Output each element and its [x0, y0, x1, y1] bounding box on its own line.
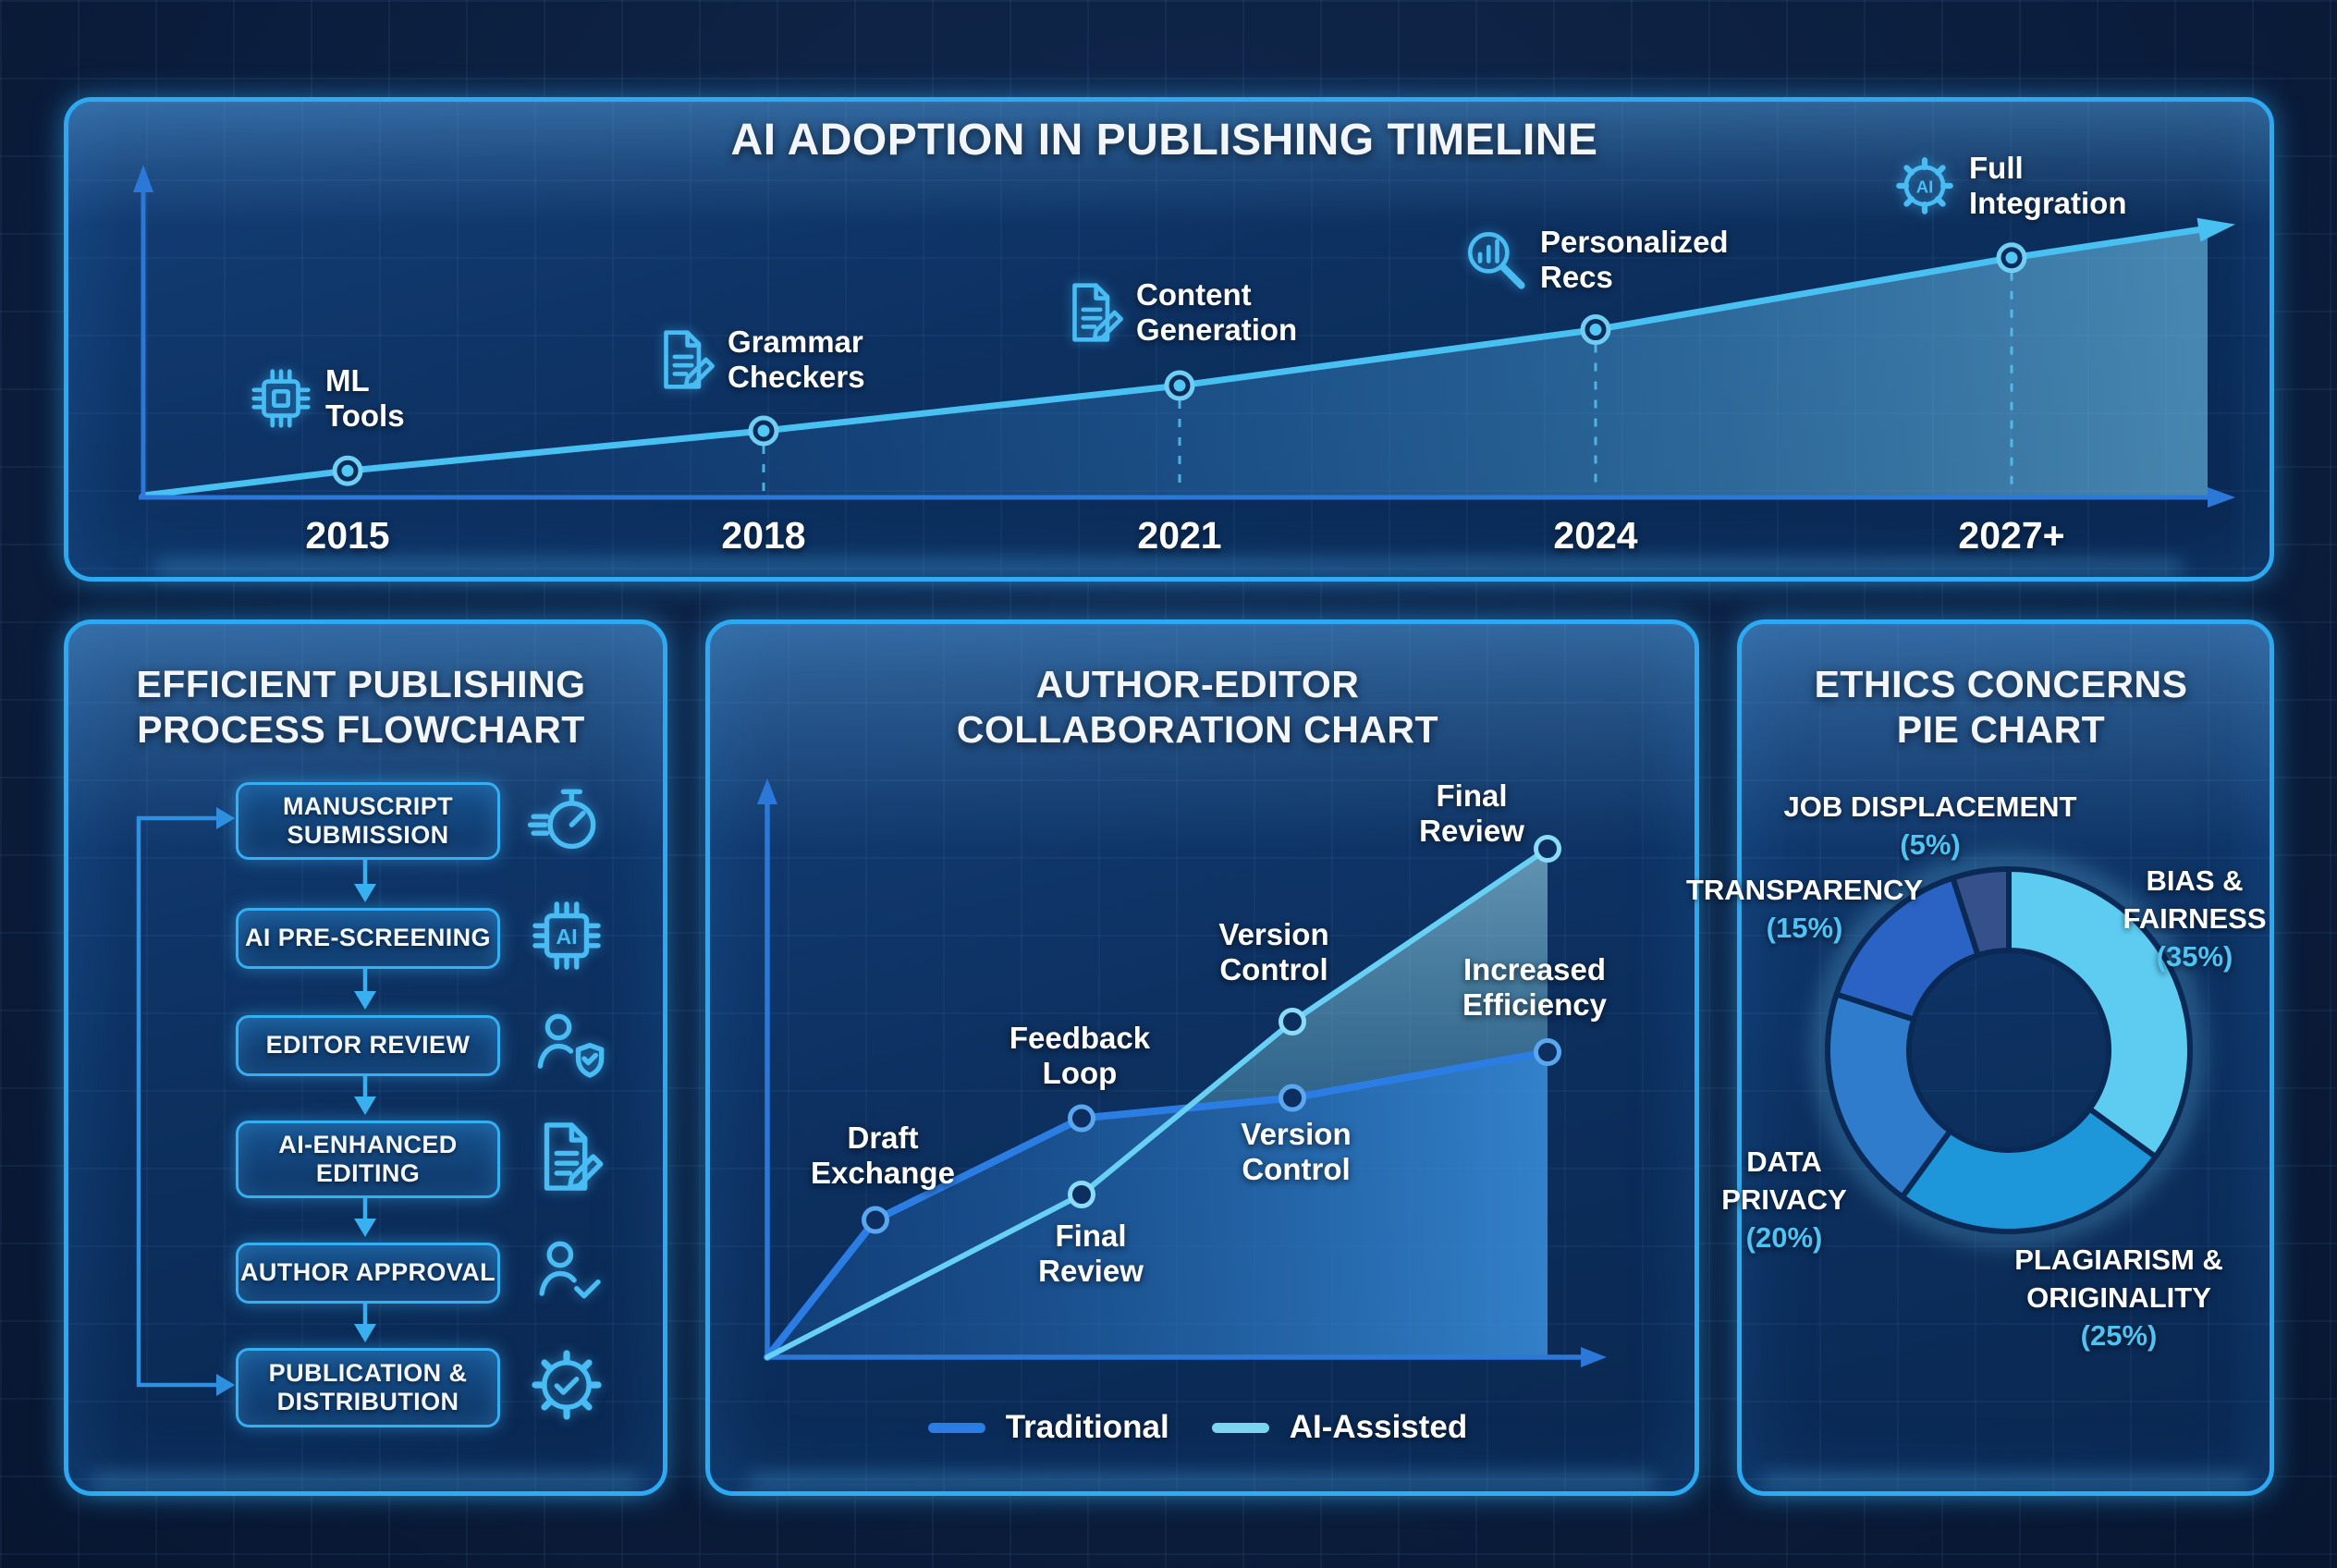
traditional-line-swatch [927, 1422, 985, 1433]
timeline-title: AI ADOPTION IN PUBLISHING TIMELINE [730, 116, 1598, 165]
legend-label-traditional: Traditional [1005, 1409, 1169, 1445]
timeline-panel [64, 97, 2274, 582]
flowchart-title-line1: EFFICIENT PUBLISHING [136, 663, 586, 705]
ethics-title-line2: PIE CHART [1896, 708, 2106, 752]
collaboration-title-line2: COLLABORATION CHART [956, 708, 1439, 752]
collaboration-title: AUTHOR-EDITOR COLLABORATION CHART [705, 662, 1690, 753]
ethics-title-line1: ETHICS CONCERNS [1814, 663, 2188, 705]
ethics-title: ETHICS CONCERNS PIE CHART [1737, 662, 2265, 753]
legend-item-ai-assisted: AI-Assisted [1211, 1409, 1468, 1446]
flowchart-title: EFFICIENT PUBLISHING PROCESS FLOWCHART [64, 662, 658, 753]
chart-legend: Traditional AI-Assisted [705, 1409, 1690, 1446]
legend-label-ai-assisted: AI-Assisted [1289, 1409, 1468, 1445]
flowchart-title-line2: PROCESS FLOWCHART [137, 708, 585, 752]
collaboration-title-line1: AUTHOR-EDITOR [1035, 663, 1360, 705]
legend-item-traditional: Traditional [927, 1409, 1169, 1446]
ai-assisted-line-swatch [1211, 1422, 1269, 1433]
